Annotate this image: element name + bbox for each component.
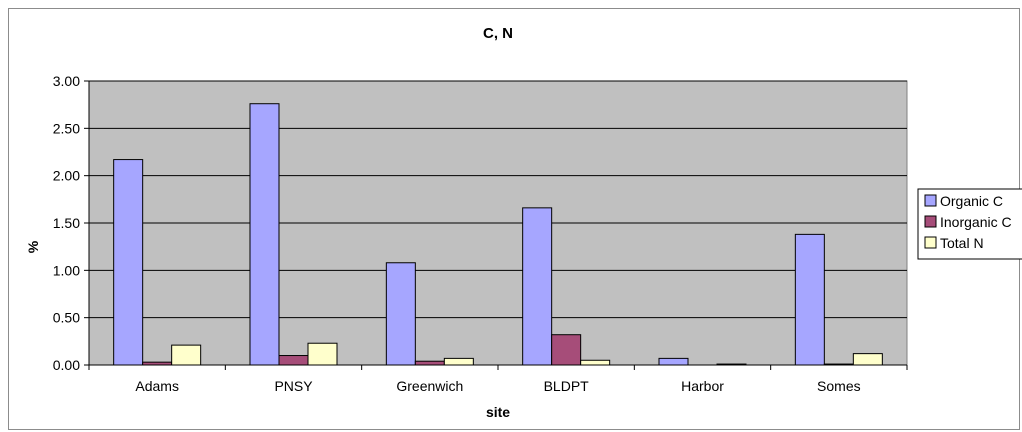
x-tick-label: PNSY xyxy=(274,378,313,394)
y-tick-label: 0.50 xyxy=(53,310,80,326)
bar-total-n-bldpt xyxy=(580,359,611,366)
y-tick-label: 1.50 xyxy=(53,215,80,231)
bar-inorganic-c-greenwich xyxy=(414,360,445,366)
bar-total-n-greenwich xyxy=(443,357,474,366)
x-tick-label: Somes xyxy=(817,378,861,394)
bar-inorganic-c-pnsy xyxy=(278,355,309,366)
x-tick-label: BLDPT xyxy=(544,378,590,394)
bar-organic-c-pnsy xyxy=(249,103,280,366)
chart-title: C, N xyxy=(483,25,513,42)
y-tick-label: 2.00 xyxy=(53,168,80,184)
y-tick-label: 0.00 xyxy=(53,357,80,373)
bar-organic-c-bldpt xyxy=(522,207,553,366)
bar-total-n-harbor xyxy=(716,363,747,366)
bar-inorganic-c-bldpt xyxy=(551,334,582,366)
x-tick-label: Harbor xyxy=(681,378,724,394)
bar-inorganic-c-adams xyxy=(142,361,173,366)
x-tick-label: Adams xyxy=(135,378,179,394)
legend-label: Total N xyxy=(940,235,984,251)
bar-total-n-pnsy xyxy=(307,342,338,366)
bar-organic-c-greenwich xyxy=(385,262,416,366)
legend: Organic C Inorganic C Total N xyxy=(917,188,1022,260)
bar-organic-c-adams xyxy=(113,159,144,366)
y-tick-label: 1.00 xyxy=(53,262,80,278)
legend-swatch xyxy=(924,215,937,228)
x-tick-label: Greenwich xyxy=(396,378,463,394)
y-axis-title: % xyxy=(25,240,41,253)
legend-swatch xyxy=(924,194,937,207)
bar-organic-c-harbor xyxy=(658,357,689,366)
y-tick-label: 3.00 xyxy=(53,73,80,89)
legend-swatch xyxy=(924,236,937,249)
bar-total-n-adams xyxy=(171,344,202,366)
bar-total-n-somes xyxy=(852,353,883,366)
bar-organic-c-somes xyxy=(794,233,825,366)
x-axis-title: site xyxy=(486,404,510,420)
bar-inorganic-c-somes xyxy=(823,363,854,366)
plot-area: 0.00 0.50 1.00 1.50 2.00 2.50 3.00 Adams PNSY Gre… xyxy=(53,73,908,394)
legend-label: Inorganic C xyxy=(940,214,1012,230)
legend-label: Organic C xyxy=(940,193,1003,209)
y-tick-label: 2.50 xyxy=(53,120,80,136)
